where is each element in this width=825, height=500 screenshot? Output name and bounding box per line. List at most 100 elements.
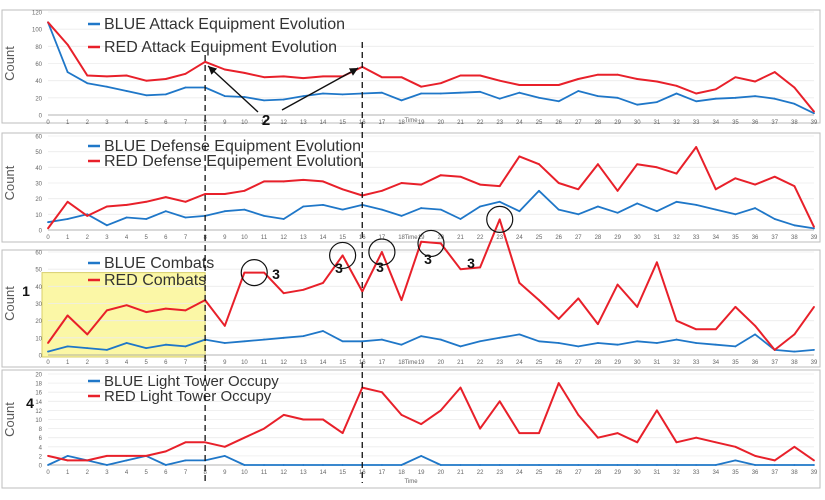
legend-entry: BLUE Light Tower Occupy [104, 373, 279, 390]
data-point [773, 348, 776, 351]
x-tick-label: 5 [145, 235, 149, 241]
x-tick-label: 1 [66, 360, 70, 366]
x-tick-label: 1 [66, 235, 70, 241]
data-point [479, 90, 482, 93]
data-point [734, 177, 737, 180]
data-point [302, 95, 305, 98]
data-point [714, 97, 717, 100]
x-tick-label: 6 [164, 235, 168, 241]
x-tick-label: 6 [164, 470, 168, 476]
data-point [145, 311, 148, 313]
data-point [479, 340, 482, 343]
x-tick-label: 35 [732, 235, 739, 241]
peak-circle [486, 205, 514, 233]
x-tick-label: 9 [223, 120, 227, 126]
data-point [597, 323, 599, 325]
x-tick-label: 27 [575, 360, 582, 366]
data-point [498, 185, 501, 188]
data-point [773, 175, 776, 178]
data-point [518, 210, 521, 213]
x-tick-label: 21 [457, 120, 464, 126]
data-point [675, 441, 678, 444]
data-point [459, 268, 462, 271]
data-point [813, 306, 815, 308]
data-point [616, 432, 619, 435]
data-point [459, 175, 462, 178]
x-tick-label: 20 [437, 235, 444, 241]
data-point [675, 84, 678, 87]
data-point [164, 93, 167, 96]
data-point [302, 288, 305, 291]
data-point [341, 464, 344, 466]
data-point [538, 189, 540, 192]
x-tick-label: 21 [457, 235, 464, 241]
y-tick-label: 20 [35, 319, 42, 325]
data-point [47, 342, 49, 344]
x-tick-label: 23 [496, 470, 503, 476]
data-point [400, 99, 403, 102]
data-point [695, 436, 698, 439]
data-point [655, 261, 658, 264]
data-point [518, 84, 521, 86]
x-tick-label: 31 [654, 120, 661, 126]
data-point [125, 342, 128, 344]
x-tick-label: 22 [477, 470, 484, 476]
data-point [263, 215, 265, 217]
x-tick-label: 36 [752, 120, 759, 126]
series-line-blue [47, 454, 814, 466]
x-axis-title: Time [404, 118, 418, 124]
y-tick-label: 4 [39, 445, 43, 451]
data-point [263, 76, 265, 79]
data-point [420, 240, 423, 243]
data-point [813, 348, 815, 351]
x-tick-label: 10 [241, 235, 248, 241]
data-point [498, 336, 501, 339]
data-point [675, 92, 678, 95]
data-point [263, 338, 265, 341]
data-point [145, 79, 148, 82]
data-point [204, 193, 207, 195]
data-point [86, 74, 89, 77]
data-point [400, 343, 403, 346]
data-point [341, 340, 344, 343]
data-point [361, 290, 364, 293]
x-tick-label: 7 [184, 470, 188, 476]
data-point [243, 208, 246, 211]
x-tick-label: 12 [280, 235, 287, 241]
data-point [714, 188, 717, 191]
y-tick-label: 50 [35, 150, 42, 156]
data-point [695, 204, 698, 206]
data-point [616, 343, 619, 346]
data-point [145, 347, 148, 350]
data-point [125, 304, 128, 307]
data-point [223, 95, 226, 98]
data-point [813, 227, 815, 230]
data-point [380, 391, 383, 394]
data-point [714, 88, 717, 91]
x-tick-label: 34 [712, 360, 719, 366]
data-point [675, 200, 678, 203]
x-tick-label: 8 [203, 120, 207, 126]
data-point [380, 76, 383, 79]
x-tick-label: 24 [516, 470, 523, 476]
data-point [184, 309, 187, 312]
data-point [302, 77, 305, 79]
x-tick-label: 28 [595, 120, 602, 126]
data-point [184, 345, 187, 348]
y-tick-label: 10 [35, 336, 42, 342]
data-point [184, 200, 187, 203]
x-tick-label: 19 [418, 360, 425, 366]
data-point [538, 163, 540, 166]
data-point [616, 211, 619, 214]
data-point [655, 101, 658, 104]
y-tick-label: 6 [39, 436, 43, 442]
y-axis-title: Count [2, 402, 17, 437]
x-tick-label: 22 [477, 120, 484, 126]
data-point [282, 414, 285, 416]
data-point [773, 97, 776, 100]
x-tick-label: 36 [752, 235, 759, 241]
x-tick-label: 17 [379, 235, 386, 241]
x-tick-label: 4 [125, 360, 129, 366]
legend-entry: RED Defense Equipement Evolution [104, 153, 362, 170]
x-tick-label: 9 [223, 360, 227, 366]
